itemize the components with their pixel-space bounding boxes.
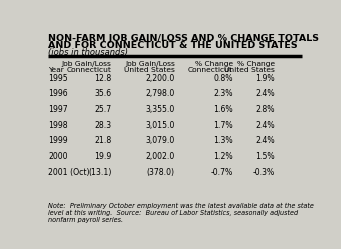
- Text: 28.3: 28.3: [94, 121, 112, 130]
- Text: 2.4%: 2.4%: [255, 89, 275, 98]
- Text: 1995: 1995: [48, 74, 68, 83]
- Text: 2.4%: 2.4%: [255, 121, 275, 130]
- Text: 2.4%: 2.4%: [255, 136, 275, 145]
- Text: United States: United States: [124, 67, 175, 73]
- Text: -0.7%: -0.7%: [211, 168, 233, 177]
- Text: 19.9: 19.9: [94, 152, 112, 161]
- Text: 1.6%: 1.6%: [213, 105, 233, 114]
- Text: Connecticut: Connecticut: [66, 67, 112, 73]
- Text: 12.8: 12.8: [94, 74, 112, 83]
- Text: 25.7: 25.7: [94, 105, 112, 114]
- Text: 2,002.0: 2,002.0: [146, 152, 175, 161]
- Text: United States: United States: [224, 67, 275, 73]
- Text: nonfarm payroll series.: nonfarm payroll series.: [48, 217, 123, 223]
- Text: 1.3%: 1.3%: [213, 136, 233, 145]
- Text: 1.9%: 1.9%: [255, 74, 275, 83]
- Text: % Change: % Change: [195, 61, 233, 67]
- Text: Job Gain/Loss: Job Gain/Loss: [61, 61, 112, 67]
- Text: 1.2%: 1.2%: [213, 152, 233, 161]
- Text: 35.6: 35.6: [94, 89, 112, 98]
- Text: 21.8: 21.8: [94, 136, 112, 145]
- Text: 3,355.0: 3,355.0: [146, 105, 175, 114]
- Text: Note:  Preliminary October employment was the latest available data at the state: Note: Preliminary October employment was…: [48, 202, 314, 209]
- Text: (jobs in thousands): (jobs in thousands): [48, 48, 128, 57]
- Text: 1997: 1997: [48, 105, 68, 114]
- Text: 2,200.0: 2,200.0: [146, 74, 175, 83]
- Text: 1.7%: 1.7%: [213, 121, 233, 130]
- Text: 2.3%: 2.3%: [213, 89, 233, 98]
- Text: (13.1): (13.1): [88, 168, 112, 177]
- Text: NON-FARM JOB GAIN/LOSS AND % CHANGE TOTALS: NON-FARM JOB GAIN/LOSS AND % CHANGE TOTA…: [48, 34, 319, 43]
- Text: 1998: 1998: [48, 121, 68, 130]
- Text: (378.0): (378.0): [147, 168, 175, 177]
- Text: AND FOR CONNECTICUT & THE UNITED STATES: AND FOR CONNECTICUT & THE UNITED STATES: [48, 41, 298, 50]
- Text: 1999: 1999: [48, 136, 68, 145]
- Text: Year: Year: [48, 67, 64, 73]
- Text: 3,079.0: 3,079.0: [146, 136, 175, 145]
- Text: Connecticut: Connecticut: [188, 67, 233, 73]
- Text: 2.8%: 2.8%: [256, 105, 275, 114]
- Text: 2000: 2000: [48, 152, 68, 161]
- Text: 1.5%: 1.5%: [255, 152, 275, 161]
- Text: -0.3%: -0.3%: [253, 168, 275, 177]
- Text: Job Gain/Loss: Job Gain/Loss: [125, 61, 175, 67]
- Text: 2001 (Oct): 2001 (Oct): [48, 168, 89, 177]
- Text: % Change: % Change: [237, 61, 275, 67]
- Text: 0.8%: 0.8%: [213, 74, 233, 83]
- Text: 2,798.0: 2,798.0: [146, 89, 175, 98]
- Text: level at this writing.  Source:  Bureau of Labor Statistics, seasonally adjusted: level at this writing. Source: Bureau of…: [48, 210, 298, 216]
- Text: 3,015.0: 3,015.0: [145, 121, 175, 130]
- Text: 1996: 1996: [48, 89, 68, 98]
